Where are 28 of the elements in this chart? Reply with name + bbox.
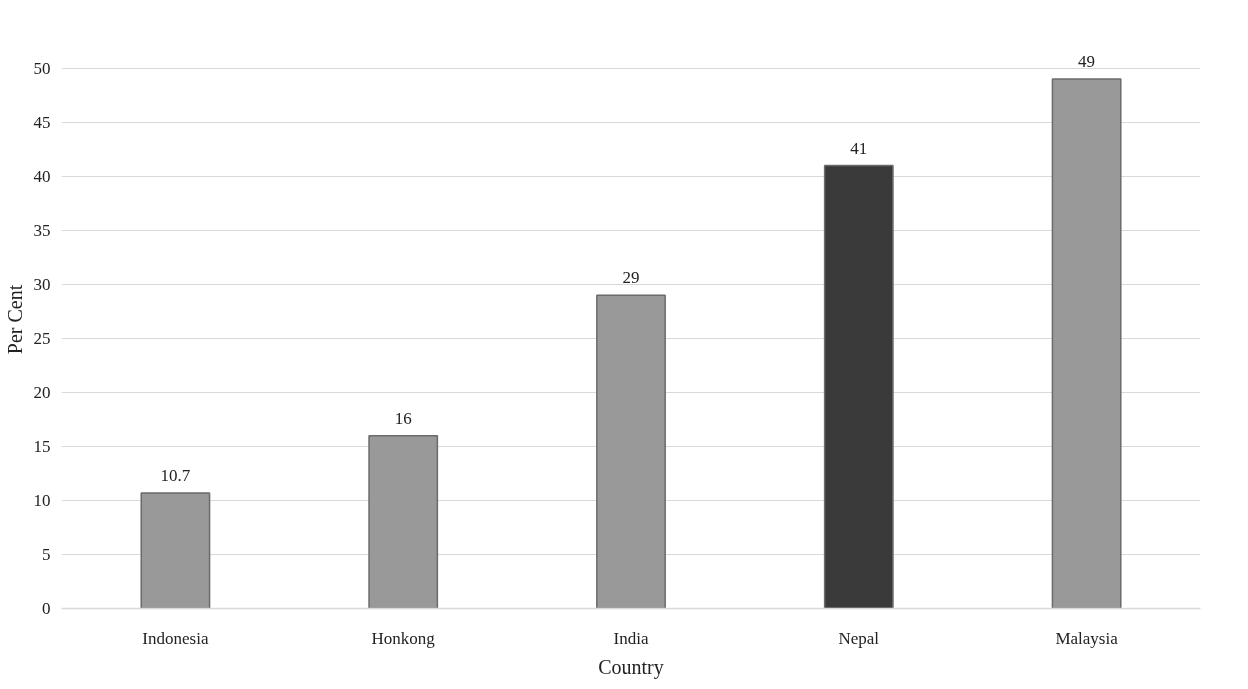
y-tick-label: 30 bbox=[33, 274, 51, 294]
x-tick-label: India bbox=[613, 628, 649, 648]
bar bbox=[140, 492, 211, 609]
x-axis-title: Country bbox=[598, 655, 664, 679]
data-label: 29 bbox=[622, 268, 640, 288]
y-tick-label: 35 bbox=[33, 220, 51, 240]
y-axis-title: Per Cent bbox=[3, 284, 26, 355]
y-tick-label: 0 bbox=[42, 599, 51, 618]
bar bbox=[596, 294, 666, 609]
y-tick-label: 50 bbox=[33, 58, 51, 78]
data-label: 10.7 bbox=[160, 465, 191, 485]
y-tick-label: 40 bbox=[33, 166, 51, 186]
bar bbox=[368, 434, 439, 609]
y-tick-label: 10 bbox=[33, 490, 51, 510]
bar bbox=[823, 164, 894, 609]
data-label: 49 bbox=[1078, 52, 1096, 72]
x-tick-label: Malaysia bbox=[1055, 628, 1119, 648]
y-tick-label: 15 bbox=[33, 436, 51, 456]
y-tick-label: 5 bbox=[42, 544, 51, 564]
x-tick-label: Honkong bbox=[371, 628, 436, 648]
x-tick-label: Indonesia bbox=[142, 628, 209, 648]
x-tick-label: Nepal bbox=[838, 628, 880, 648]
data-label: 41 bbox=[850, 138, 868, 158]
bar bbox=[1051, 78, 1122, 609]
data-label: 16 bbox=[394, 408, 412, 428]
y-tick-label: 25 bbox=[33, 328, 51, 348]
y-tick-label: 20 bbox=[33, 382, 51, 402]
y-tick-label: 45 bbox=[33, 112, 51, 132]
